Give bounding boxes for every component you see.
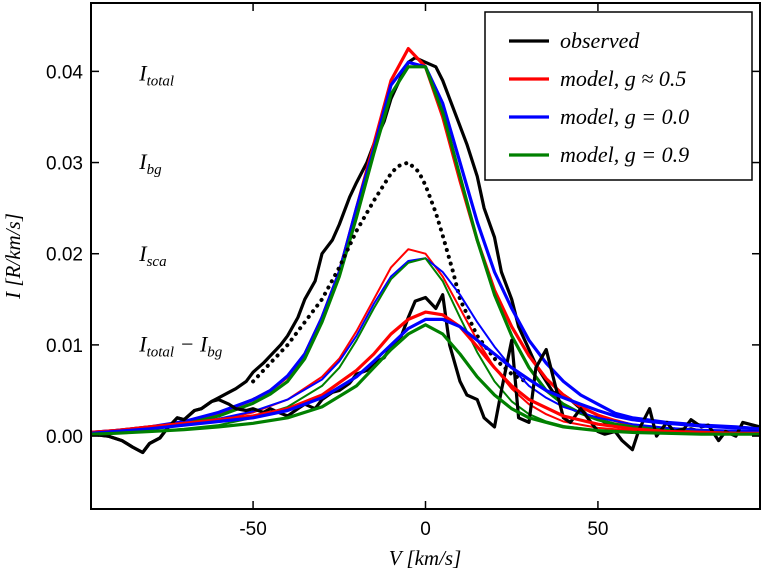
annotation-bg: Ibg [138,149,162,178]
annotation-sca: Isca [138,241,166,270]
annotation-total-minus-bg: Itotal − Ibg [138,331,223,360]
series-line-sca-6 [91,257,760,434]
series-line-total-2 [91,60,760,434]
x-axis-label: V [km/s] [389,546,462,570]
y-tick-label: 0.03 [46,154,83,175]
annotation-layer: Itotal Ibg Isca Itotal − Ibg [138,60,223,360]
series-line-bg-4 [251,160,531,386]
tick-layer: -50 0 50 0.00 0.01 0.02 0.03 0.04 [46,3,760,540]
series-line-diff-8 [91,293,760,455]
y-tick-label: 0.00 [46,427,83,448]
y-tick-label: 0.01 [46,336,83,357]
x-tick-label: -50 [239,519,266,540]
legend-label: observed [560,28,640,53]
y-tick-label: 0.04 [46,62,83,83]
y-axis-label: I [R/km/s] [1,213,25,300]
legend-label: model, g = 0.0 [560,104,689,129]
x-tick-label: 0 [420,519,431,540]
legend: observed model, g ≈ 0.5 model, g = 0.0 mode… [484,11,753,181]
annotation-total: Itotal [138,60,174,89]
x-tick-label: 50 [587,519,608,540]
series-layer [91,47,760,455]
legend-label: model, g = 0.9 [560,142,689,167]
series-line-diff-9 [91,310,760,435]
series-line-diff-11 [91,323,760,436]
y-tick-label: 0.02 [46,245,83,266]
series-line-diff-10 [91,317,760,435]
series-line-total-3 [91,65,760,435]
legend-label: model, g ≈ 0.5 [560,66,686,91]
